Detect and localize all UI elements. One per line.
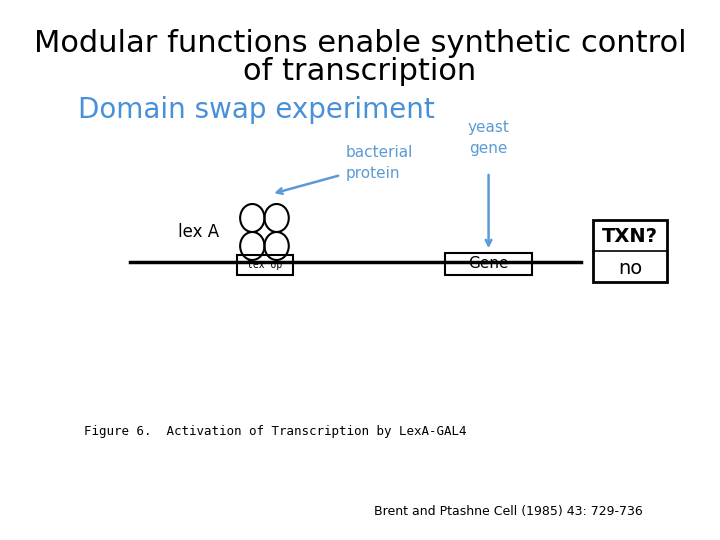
FancyBboxPatch shape xyxy=(237,255,293,275)
Text: of transcription: of transcription xyxy=(243,57,477,86)
Text: TXN?: TXN? xyxy=(602,227,658,246)
Text: Modular functions enable synthetic control: Modular functions enable synthetic contr… xyxy=(34,29,686,57)
Text: bacterial
protein: bacterial protein xyxy=(346,145,413,181)
Text: Figure 6.  Activation of Transcription by LexA-GAL4: Figure 6. Activation of Transcription by… xyxy=(84,426,467,438)
Text: Domain swap experiment: Domain swap experiment xyxy=(78,96,434,124)
Text: no: no xyxy=(618,259,642,278)
Text: Brent and Ptashne Cell (1985) 43: 729-736: Brent and Ptashne Cell (1985) 43: 729-73… xyxy=(374,505,642,518)
FancyBboxPatch shape xyxy=(593,220,667,282)
FancyBboxPatch shape xyxy=(445,253,532,275)
Text: Gene: Gene xyxy=(468,256,509,272)
Text: yeast
gene: yeast gene xyxy=(467,120,510,156)
Text: lex op: lex op xyxy=(247,260,282,270)
Text: lex A: lex A xyxy=(178,223,220,241)
